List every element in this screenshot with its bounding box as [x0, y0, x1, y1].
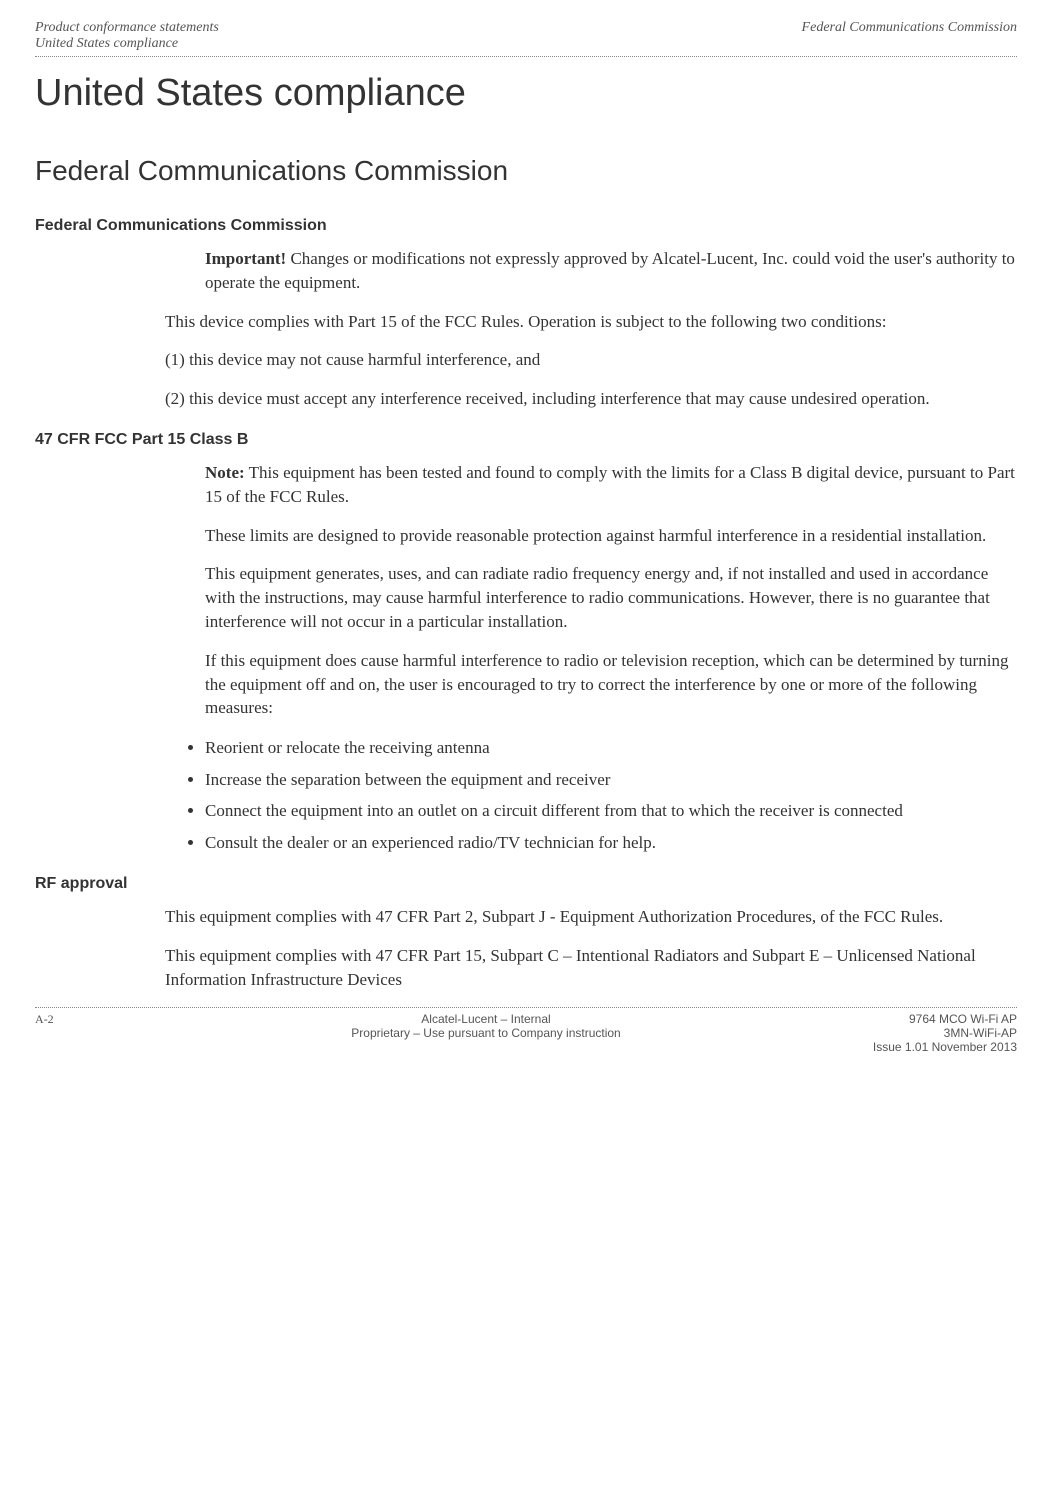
- main-title: United States compliance: [35, 72, 1017, 115]
- rf-subsection-title: RF approval: [35, 875, 1017, 893]
- footer-right-line1: 9764 MCO Wi-Fi AP: [837, 1012, 1017, 1026]
- cfr-bullets: Reorient or relocate the receiving anten…: [185, 735, 1017, 855]
- footer-right-line3: Issue 1.01 November 2013: [837, 1040, 1017, 1054]
- list-item: Reorient or relocate the receiving anten…: [205, 735, 1017, 761]
- header-left: Product conformance statements United St…: [35, 20, 219, 52]
- cfr-para1: These limits are designed to provide rea…: [205, 524, 1017, 548]
- page-footer: A-2 Alcatel-Lucent – Internal Proprietar…: [35, 1012, 1017, 1054]
- footer-center-line2: Proprietary – Use pursuant to Company in…: [135, 1026, 837, 1040]
- list-item: Consult the dealer or an experienced rad…: [205, 830, 1017, 856]
- footer-divider: [35, 1007, 1017, 1008]
- section-title: Federal Communications Commission: [35, 155, 1017, 187]
- header-divider: [35, 56, 1017, 57]
- fcc-para1: This device complies with Part 15 of the…: [165, 310, 1017, 334]
- footer-right-line2: 3MN-WiFi-AP: [837, 1026, 1017, 1040]
- header-left-line2: United States compliance: [35, 36, 219, 52]
- footer-center: Alcatel-Lucent – Internal Proprietary – …: [135, 1012, 837, 1040]
- rf-para2: This equipment complies with 47 CFR Part…: [165, 944, 1017, 992]
- fcc-important: Important! Changes or modifications not …: [205, 247, 1017, 295]
- important-text: Changes or modifications not expressly a…: [205, 249, 1015, 292]
- note-label: Note:: [205, 463, 245, 482]
- cfr-para3: If this equipment does cause harmful int…: [205, 649, 1017, 720]
- cfr-subsection-title: 47 CFR FCC Part 15 Class B: [35, 431, 1017, 449]
- fcc-subsection-title: Federal Communications Commission: [35, 217, 1017, 235]
- fcc-para2: (1) this device may not cause harmful in…: [165, 348, 1017, 372]
- header-right-line1: Federal Communications Commission: [802, 20, 1017, 36]
- cfr-note: Note: This equipment has been tested and…: [205, 461, 1017, 509]
- rf-para1: This equipment complies with 47 CFR Part…: [165, 905, 1017, 929]
- note-text: This equipment has been tested and found…: [205, 463, 1015, 506]
- footer-right: 9764 MCO Wi-Fi AP 3MN-WiFi-AP Issue 1.01…: [837, 1012, 1017, 1054]
- cfr-para2: This equipment generates, uses, and can …: [205, 562, 1017, 633]
- header-left-line1: Product conformance statements: [35, 20, 219, 36]
- page-number: A-2: [35, 1012, 135, 1027]
- footer-left: A-2: [35, 1012, 135, 1027]
- list-item: Increase the separation between the equi…: [205, 767, 1017, 793]
- header-right: Federal Communications Commission: [802, 20, 1017, 52]
- important-label: Important!: [205, 249, 286, 268]
- list-item: Connect the equipment into an outlet on …: [205, 798, 1017, 824]
- footer-center-line1: Alcatel-Lucent – Internal: [135, 1012, 837, 1026]
- fcc-para3: (2) this device must accept any interfer…: [165, 387, 1017, 411]
- page-header: Product conformance statements United St…: [35, 20, 1017, 52]
